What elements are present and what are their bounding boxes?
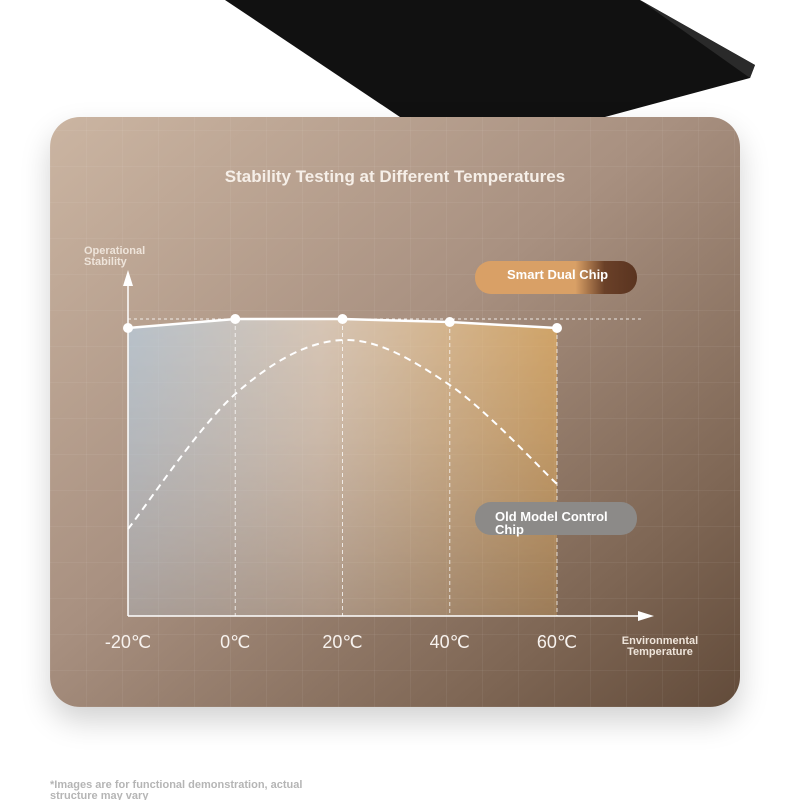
chart-title: Stability Testing at Different Temperatu…: [224, 167, 566, 186]
y-axis-label: Operational Stability: [84, 245, 146, 268]
data-point: [552, 323, 562, 333]
y-axis-arrow: [123, 270, 133, 286]
data-point: [230, 314, 241, 324]
legend-item: Old Model Control Chip: [475, 502, 637, 536]
x-tick-label: 20℃: [322, 632, 363, 652]
data-point: [444, 317, 455, 327]
x-tick-label: -20℃: [104, 632, 152, 652]
device-panel: [225, 0, 755, 117]
footnote: *Images are for functional demonstration…: [50, 779, 303, 800]
x-axis-label: Environmental Temperature: [621, 635, 699, 658]
x-tick-label: 60℃: [536, 632, 578, 652]
data-point: [337, 314, 348, 324]
x-axis-arrow: [638, 611, 654, 621]
device-edge: [640, 0, 755, 78]
data-point: [123, 323, 133, 333]
legend-item: Smart Dual Chip: [475, 261, 637, 294]
series-line: [127, 338, 558, 530]
x-tick-label: 0℃: [220, 632, 251, 652]
x-tick-label: 40℃: [429, 632, 470, 652]
